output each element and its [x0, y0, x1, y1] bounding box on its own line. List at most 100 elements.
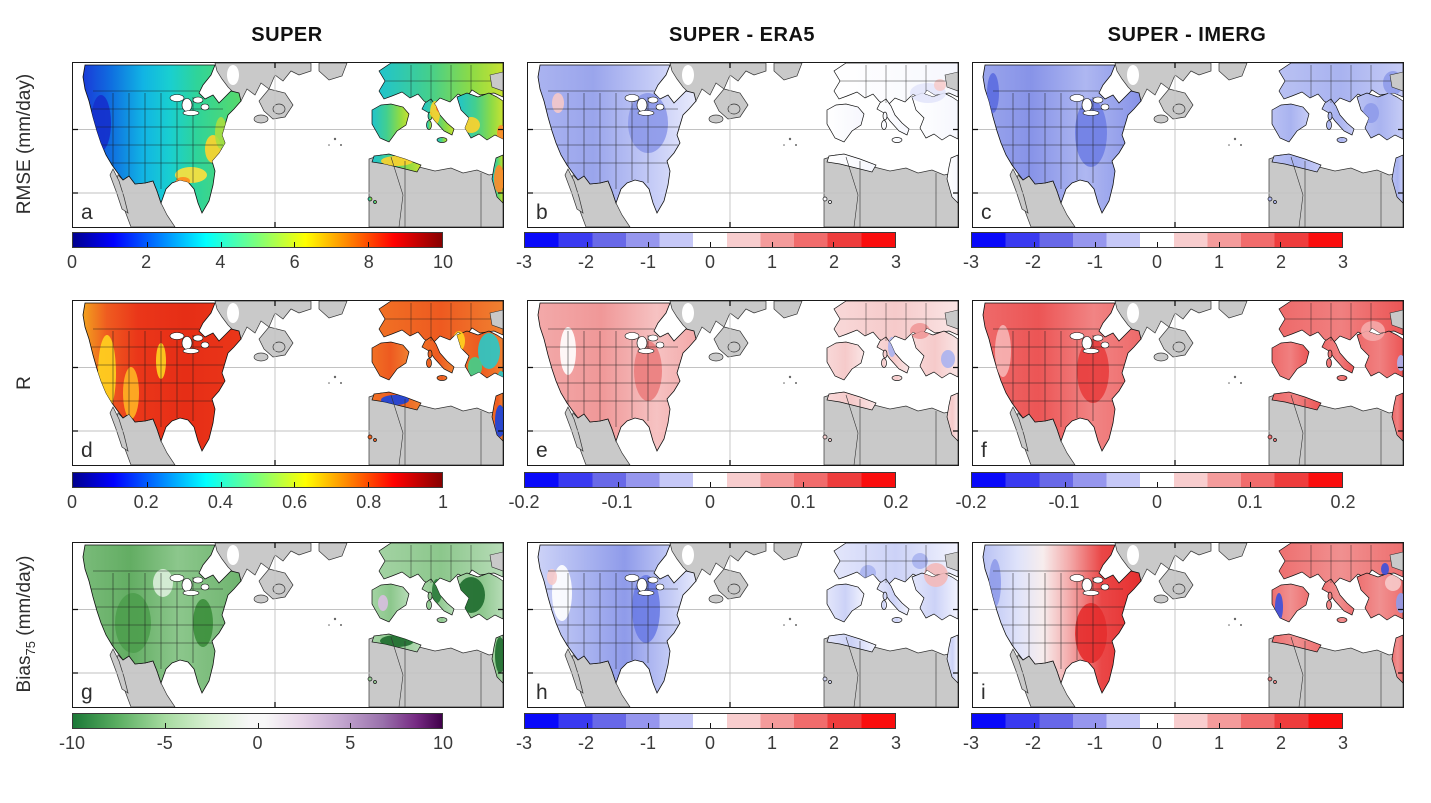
colorbar-tick-label: -2 — [1024, 252, 1042, 272]
map-panel-b — [528, 63, 958, 227]
colorbar-tick-label: 2 — [141, 252, 152, 272]
colorbar-tick-label: -3 — [962, 252, 980, 272]
colorbar-tick-label: 1 — [1213, 733, 1225, 753]
colorbar-tick — [833, 242, 835, 247]
colorbar-r0c1 — [524, 232, 896, 248]
colorbar-tick-label: 0 — [704, 252, 716, 272]
map-panel-a — [73, 63, 503, 227]
map-panel-f — [973, 301, 1403, 465]
panel-i: i — [972, 542, 1404, 708]
colorbar-tick-label: -0.1 — [601, 492, 633, 512]
map-panel-e — [528, 301, 958, 465]
colorbar-tick — [1095, 723, 1097, 728]
colorbar-tick — [368, 482, 370, 487]
colorbar-tick-label: 0 — [1151, 492, 1163, 512]
panel-letter-a: a — [81, 201, 93, 224]
colorbar-tick-label: 5 — [345, 733, 356, 753]
colorbar-tick — [586, 242, 588, 247]
colorbar-tick — [1157, 482, 1158, 487]
panel-letter-b: b — [536, 201, 548, 224]
colorbar-tick — [648, 723, 650, 728]
colorbar-tick-label: 0 — [66, 492, 78, 512]
colorbar-r0c0 — [72, 232, 443, 248]
colorbar-tick — [1033, 723, 1035, 728]
colorbar-tick-label: -2 — [577, 252, 595, 272]
colorbar-tick-label: 0.1 — [1237, 492, 1263, 512]
colorbar-tick — [710, 482, 711, 487]
colorbar-tick — [1064, 482, 1066, 487]
colorbar-tick-label: -0.2 — [508, 492, 540, 512]
colorbar-tick-label: 0.2 — [1330, 492, 1356, 512]
colorbar-tick-label: 0.4 — [207, 492, 233, 512]
colorbar-tick — [1218, 242, 1220, 247]
colorbar-tick — [710, 242, 711, 247]
colorbar-tick — [349, 723, 351, 728]
colorbar-tick — [771, 723, 773, 728]
colorbar-tick-label: -0.2 — [955, 492, 987, 512]
column-title-super-era5: SUPER - ERA5 — [668, 24, 816, 46]
colorbar-tick — [165, 723, 167, 728]
colorbar-tick — [1033, 242, 1035, 247]
panel-letter-d: d — [81, 439, 93, 462]
colorbar-tick-label: -1 — [639, 252, 657, 272]
colorbar-labels-r1c2: -0.2 -0.1 0 0.1 0.2 — [955, 492, 1355, 514]
colorbar-tick — [1157, 723, 1158, 728]
panel-g: g — [72, 542, 504, 708]
map-panel-g — [73, 543, 503, 707]
colorbar-labels-r1c0: 0 0.2 0.4 0.6 0.8 1 — [67, 492, 448, 514]
colorbar-tick-label: -3 — [962, 733, 980, 753]
panel-b: b — [527, 62, 959, 228]
colorbar-labels-r1c1: -0.2 -0.1 0 0.1 0.2 — [508, 492, 908, 514]
map-panel-d — [73, 301, 503, 465]
colorbar-r1c0 — [72, 472, 443, 488]
colorbar-tick — [771, 242, 773, 247]
colorbar-labels-r2c0: -10 -5 0 5 10 — [59, 733, 453, 755]
colorbar-tick-label: 2 — [1275, 252, 1287, 272]
colorbar-tick-label: 10 — [432, 252, 454, 272]
colorbar-tick — [1280, 723, 1282, 728]
colorbar-tick-label: 2 — [828, 733, 840, 753]
colorbar-tick — [257, 723, 259, 728]
colorbar-tick — [146, 242, 148, 247]
colorbar-labels-r2c2: -3 -2 -1 0 1 2 3 — [963, 733, 1348, 755]
colorbar-tick — [1249, 482, 1251, 487]
colorbar-tick-label: -3 — [515, 733, 533, 753]
colorbar-tick-label: 0.2 — [883, 492, 909, 512]
colorbar-tick-label: 10 — [432, 733, 454, 753]
colorbar-tick-label: 0.2 — [133, 492, 159, 512]
colorbar-tick-label: 0 — [1151, 733, 1163, 753]
map-panel-c — [973, 63, 1403, 227]
colorbar-tick-label: -3 — [515, 252, 533, 272]
colorbar-tick — [1280, 242, 1282, 247]
colorbar-tick-label: 3 — [890, 252, 902, 272]
colorbar-tick-label: -1 — [639, 733, 657, 753]
panel-e: e — [527, 300, 959, 466]
panel-d: d — [72, 300, 504, 466]
colorbar-r1c2 — [971, 472, 1343, 488]
colorbar-labels-r0c2: -3 -2 -1 0 1 2 3 — [963, 252, 1348, 274]
colorbar-tick-label: 8 — [363, 252, 374, 272]
panel-letter-g: g — [81, 681, 93, 704]
colorbar-tick — [1157, 242, 1158, 247]
row-label-bias75: Bias75 (mm/day) — [14, 555, 38, 693]
colorbar-tick — [220, 242, 222, 247]
colorbar-r2c2 — [971, 713, 1343, 729]
panel-c: c — [972, 62, 1404, 228]
colorbar-tick-label: -10 — [58, 733, 86, 753]
colorbar-tick-label: 0.6 — [282, 492, 308, 512]
colorbar-tick — [368, 242, 370, 247]
colorbar-tick-label: 6 — [289, 252, 300, 272]
colorbar-labels-r0c1: -3 -2 -1 0 1 2 3 — [516, 252, 901, 274]
colorbar-tick — [1095, 242, 1097, 247]
colorbar-tick-label: 4 — [215, 252, 226, 272]
colorbar-r1c1 — [524, 472, 896, 488]
colorbar-tick-label: -2 — [1024, 733, 1042, 753]
panel-letter-e: e — [536, 439, 548, 462]
colorbar-tick-label: -5 — [156, 733, 173, 753]
colorbar-tick-label: 1 — [1213, 252, 1225, 272]
colorbar-tick — [1218, 723, 1220, 728]
colorbar-tick-label: 1 — [766, 733, 778, 753]
colorbar-tick-label: 3 — [890, 733, 902, 753]
colorbar-tick-label: 0 — [1151, 252, 1163, 272]
